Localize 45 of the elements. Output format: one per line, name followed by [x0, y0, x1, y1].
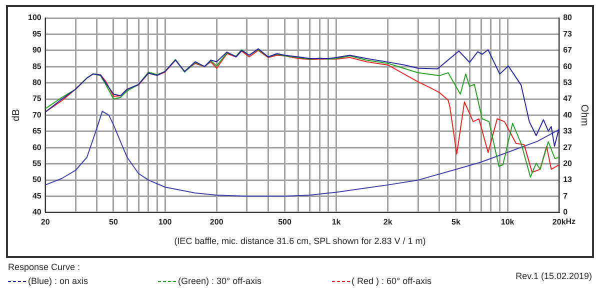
x-tick-label: 20k	[552, 217, 566, 226]
y-tick-label: 60	[32, 142, 42, 152]
y2-tick-label: 53	[563, 78, 573, 88]
x-tick-label: 10k	[500, 217, 515, 226]
y2-tick-label: 47	[563, 94, 573, 104]
legend-label: ( Red ) : 60° off-axis	[350, 276, 432, 286]
y2-tick-label: 27	[563, 142, 573, 152]
y-axis-title: dB	[10, 108, 22, 122]
y-tick-label: 65	[32, 126, 42, 136]
y-tick-label: 50	[32, 175, 42, 184]
y2-tick-label: 73	[563, 29, 573, 38]
y2-axis-title: Ohm	[578, 104, 590, 126]
x-tick-label: 5k	[452, 217, 461, 226]
y-tick-label: 70	[32, 110, 42, 120]
text: Rev.1 (15.02.2019)	[516, 271, 592, 281]
y-tick-label: 80	[32, 78, 42, 88]
y-tick-label: 55	[32, 159, 42, 168]
x-tick-label: 50	[109, 217, 118, 226]
y2-tick-label: 40	[563, 110, 573, 120]
y-tick-label: 45	[32, 191, 42, 200]
y2-tick-label: 0	[563, 208, 568, 217]
y-tick-label: 95	[32, 29, 42, 38]
y-tick-label: 90	[32, 46, 42, 55]
y2-tick-label: 60	[563, 62, 573, 71]
y2-tick-label: 67	[563, 46, 573, 55]
x-tick-label: 100	[158, 217, 172, 226]
y-tick-label: 85	[32, 62, 42, 71]
y2-tick-label: 7	[563, 191, 568, 200]
legend-label: (Blue) : on axis	[27, 276, 88, 286]
x-tick-label: 500	[278, 217, 292, 226]
y-tick-label: 75	[32, 94, 42, 104]
x-tick-label: 20	[40, 217, 50, 226]
x-tick-label: 200	[210, 217, 224, 226]
y2-tick-label: 20	[563, 159, 573, 168]
legend-label: (Green) : 30° off-axis	[177, 276, 262, 286]
y-tick-label: 100	[28, 13, 42, 22]
y2-tick-label: 80	[563, 13, 573, 22]
y2-tick-label: 13	[563, 175, 573, 184]
y2-tick-label: 33	[563, 126, 573, 136]
x-tick-label: 2k	[383, 217, 393, 226]
text: (IEC baffle, mic. distance 31.6 cm, SPL shown for 2.83 V / 1 m)	[173, 236, 427, 246]
x-tick-label: 1k	[332, 217, 342, 226]
x-axis-title: Hz	[566, 217, 576, 226]
y-tick-label: 40	[32, 208, 42, 217]
legend-title: Response Curve :	[8, 262, 82, 272]
